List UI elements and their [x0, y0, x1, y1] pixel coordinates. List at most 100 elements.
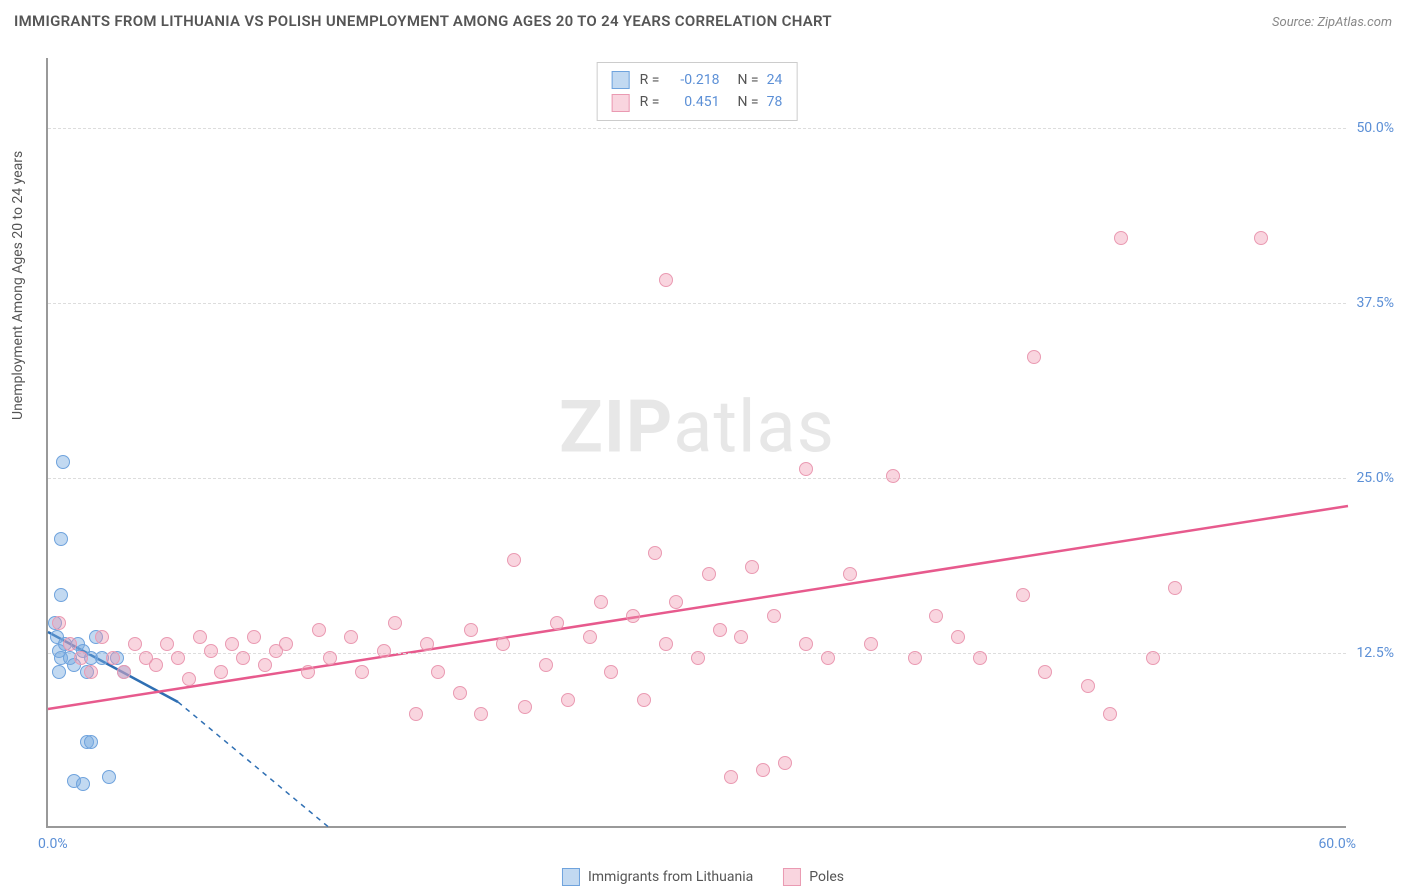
- correlation-legend-row-lithuania: R =-0.218N =24: [612, 69, 783, 91]
- data-point-poles: [1114, 231, 1128, 245]
- data-point-poles: [691, 651, 705, 665]
- x-axis-min-label: 0.0%: [38, 836, 68, 852]
- n-value: 78: [767, 91, 783, 113]
- data-point-poles: [843, 567, 857, 581]
- data-point-poles: [431, 665, 445, 679]
- data-point-poles: [95, 630, 109, 644]
- data-point-poles: [929, 609, 943, 623]
- title-bar: IMMIGRANTS FROM LITHUANIA VS POLISH UNEM…: [14, 12, 1392, 30]
- data-point-poles: [128, 637, 142, 651]
- data-point-lithuania: [76, 777, 90, 791]
- data-point-poles: [323, 651, 337, 665]
- data-point-poles: [182, 672, 196, 686]
- source-label: Source:: [1272, 15, 1314, 30]
- data-point-poles: [344, 630, 358, 644]
- r-value: 0.451: [667, 91, 719, 113]
- data-point-poles: [84, 665, 98, 679]
- series-legend-label: Immigrants from Lithuania: [588, 869, 753, 885]
- data-point-poles: [214, 665, 228, 679]
- n-label: N =: [737, 91, 758, 113]
- series-legend-item-lithuania: Immigrants from Lithuania: [562, 868, 753, 886]
- data-point-poles: [388, 616, 402, 630]
- data-point-poles: [778, 756, 792, 770]
- series-legend: Immigrants from Lithuania Poles: [562, 868, 844, 886]
- y-axis-label: Unemployment Among Ages 20 to 24 years: [10, 151, 26, 420]
- legend-swatch: [562, 868, 580, 886]
- y-tick-label: 37.5%: [1356, 295, 1394, 311]
- data-point-poles: [204, 644, 218, 658]
- data-point-poles: [1168, 581, 1182, 595]
- data-point-poles: [301, 665, 315, 679]
- data-point-poles: [225, 637, 239, 651]
- chart-title: IMMIGRANTS FROM LITHUANIA VS POLISH UNEM…: [14, 12, 832, 30]
- trend-lines-layer: [48, 58, 1346, 826]
- data-point-poles: [561, 693, 575, 707]
- y-tick-label: 25.0%: [1356, 470, 1394, 486]
- data-point-poles: [951, 630, 965, 644]
- legend-swatch: [612, 71, 630, 89]
- data-point-poles: [258, 658, 272, 672]
- data-point-poles: [236, 651, 250, 665]
- data-point-poles: [1027, 350, 1041, 364]
- source-link[interactable]: ZipAtlas.com: [1317, 15, 1392, 30]
- data-point-poles: [312, 623, 326, 637]
- data-point-poles: [1103, 707, 1117, 721]
- data-point-poles: [864, 637, 878, 651]
- data-point-poles: [409, 707, 423, 721]
- data-point-poles: [106, 651, 120, 665]
- data-point-poles: [496, 637, 510, 651]
- data-point-poles: [464, 623, 478, 637]
- correlation-legend-row-poles: R = 0.451 N = 78: [612, 91, 783, 113]
- data-point-poles: [63, 637, 77, 651]
- watermark-bold: ZIP: [559, 384, 673, 469]
- data-point-poles: [659, 637, 673, 651]
- trend-line-ext-lithuania: [178, 702, 330, 828]
- data-point-poles: [377, 644, 391, 658]
- watermark: ZIPatlas: [559, 384, 835, 469]
- y-tick-label: 50.0%: [1356, 120, 1394, 136]
- data-point-poles: [1038, 665, 1052, 679]
- r-label: R =: [640, 91, 660, 113]
- data-point-lithuania: [52, 665, 66, 679]
- data-point-poles: [648, 546, 662, 560]
- data-point-poles: [713, 623, 727, 637]
- data-point-poles: [74, 651, 88, 665]
- data-point-poles: [594, 595, 608, 609]
- data-point-poles: [52, 616, 66, 630]
- data-point-poles: [799, 462, 813, 476]
- data-point-poles: [550, 616, 564, 630]
- data-point-lithuania: [54, 532, 68, 546]
- data-point-poles: [908, 651, 922, 665]
- data-point-poles: [734, 630, 748, 644]
- data-point-poles: [767, 609, 781, 623]
- correlation-legend: R =-0.218N =24R = 0.451 N = 78: [597, 62, 798, 121]
- gridline: [48, 303, 1346, 304]
- data-point-lithuania: [102, 770, 116, 784]
- data-point-poles: [171, 651, 185, 665]
- data-point-poles: [973, 651, 987, 665]
- data-point-poles: [583, 630, 597, 644]
- source-attribution: Source: ZipAtlas.com: [1272, 15, 1392, 30]
- data-point-poles: [756, 763, 770, 777]
- data-point-poles: [1016, 588, 1030, 602]
- data-point-lithuania: [56, 455, 70, 469]
- data-point-poles: [355, 665, 369, 679]
- data-point-poles: [474, 707, 488, 721]
- watermark-light: atlas: [673, 384, 835, 469]
- y-tick-label: 12.5%: [1356, 645, 1394, 661]
- gridline: [48, 478, 1346, 479]
- data-point-poles: [518, 700, 532, 714]
- data-point-poles: [702, 567, 716, 581]
- data-point-poles: [149, 658, 163, 672]
- x-axis-max-label: 60.0%: [1318, 836, 1356, 852]
- series-legend-label: Poles: [809, 869, 844, 885]
- data-point-poles: [1081, 679, 1095, 693]
- data-point-poles: [659, 273, 673, 287]
- data-point-poles: [539, 658, 553, 672]
- trend-line-poles: [48, 506, 1348, 709]
- n-value: 24: [767, 69, 783, 91]
- legend-swatch: [783, 868, 801, 886]
- data-point-poles: [507, 553, 521, 567]
- data-point-poles: [1146, 651, 1160, 665]
- data-point-poles: [279, 637, 293, 651]
